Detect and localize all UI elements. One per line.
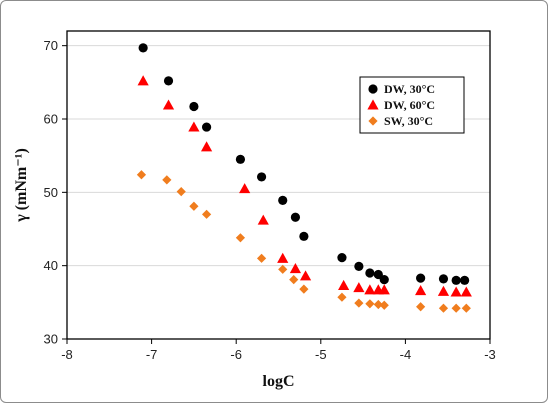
data-point [378, 284, 390, 295]
data-point [354, 261, 364, 271]
plot-area-border [66, 30, 491, 340]
x-tick-label: -6 [230, 347, 242, 362]
data-point [373, 299, 383, 310]
data-point [235, 154, 246, 164]
y-tick-label: 70 [44, 38, 58, 53]
data-point [299, 270, 312, 281]
data-point [290, 212, 301, 222]
data-point [353, 282, 365, 293]
data-point [365, 299, 375, 309]
data-point [354, 298, 364, 308]
data-point [289, 263, 302, 274]
data-point [365, 268, 375, 278]
legend-label: DW, 30°C [384, 82, 435, 96]
data-point [337, 292, 347, 302]
legend-label: SW, 30°C [384, 114, 433, 128]
data-point [438, 303, 449, 313]
data-point [138, 43, 148, 53]
y-axis-title: γ (mNm⁻¹) [13, 148, 30, 223]
data-point [379, 300, 389, 310]
data-point [162, 99, 175, 110]
data-point [163, 76, 174, 86]
data-point [451, 303, 461, 313]
x-tick-label: -4 [400, 347, 412, 362]
legend-label: DW, 60°C [384, 98, 435, 112]
data-point [239, 183, 251, 194]
data-point [256, 253, 267, 263]
data-point [299, 284, 309, 294]
data-point [379, 275, 389, 285]
data-point [188, 121, 200, 132]
y-tick-label: 60 [44, 112, 58, 127]
data-point [162, 175, 172, 185]
data-point [337, 253, 347, 263]
y-tick-label: 30 [44, 332, 58, 347]
data-point [338, 279, 350, 290]
data-point [299, 231, 309, 241]
y-tick-label: 40 [44, 258, 58, 273]
x-tick-label: -8 [61, 347, 73, 362]
data-point [461, 303, 471, 313]
data-point [438, 274, 449, 284]
data-point [416, 302, 426, 312]
data-point [460, 275, 470, 285]
data-point [189, 201, 199, 211]
data-point [136, 170, 147, 180]
data-point [137, 75, 149, 86]
legend-marker [367, 99, 379, 110]
x-tick-label: -5 [315, 347, 327, 362]
data-point [277, 252, 289, 263]
data-point [278, 195, 288, 205]
data-point [460, 286, 472, 297]
x-tick-label: -3 [484, 347, 496, 362]
data-point [201, 122, 212, 132]
series-triangle [137, 75, 472, 297]
x-tick-label: -7 [146, 347, 158, 362]
data-point [189, 101, 199, 112]
data-point [176, 187, 186, 197]
data-point [437, 285, 450, 296]
legend-box [359, 76, 465, 134]
data-point [415, 285, 427, 296]
legend-marker [368, 116, 378, 126]
data-point [200, 141, 213, 152]
series-diamond [136, 170, 471, 313]
data-point [257, 214, 269, 225]
data-point [289, 275, 299, 285]
data-point [278, 264, 288, 274]
data-point [256, 172, 267, 182]
x-axis-title: logC [263, 373, 295, 390]
legend-marker [368, 84, 378, 94]
data-point [201, 209, 212, 219]
data-point [451, 275, 461, 285]
y-tick-label: 50 [44, 185, 58, 200]
data-point [450, 286, 462, 297]
data-point [364, 284, 376, 295]
data-point [416, 273, 426, 283]
data-point [235, 233, 246, 243]
series-circle [138, 43, 470, 285]
